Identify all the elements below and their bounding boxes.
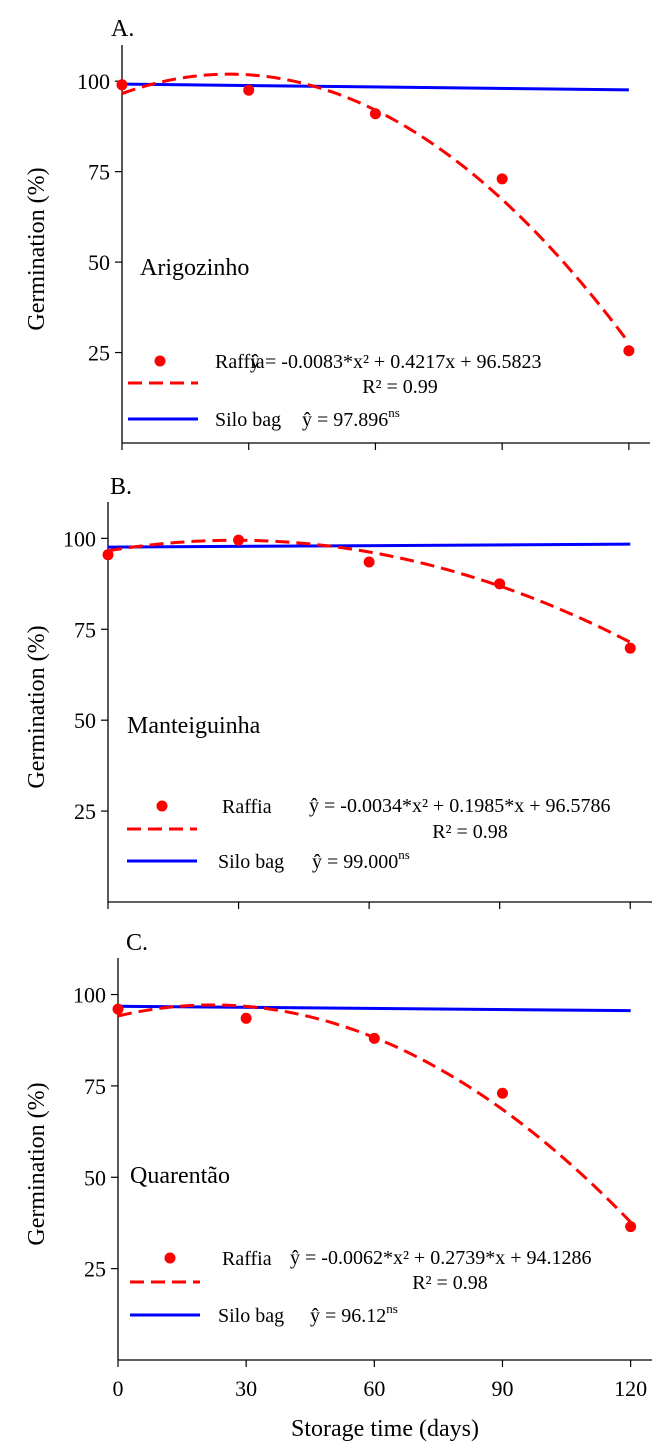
legend-raffia-equation: ŷ = -0.0083*x² + 0.4217x + 96.5823: [250, 351, 542, 373]
legend-raffia-label: Raffia: [215, 351, 265, 373]
panel-label: B.: [110, 474, 132, 500]
legend-silo-equation: ŷ = 96.12ns: [310, 1301, 398, 1327]
panel-label: C.: [126, 930, 148, 956]
raffia-point: [116, 79, 128, 91]
cultivar-label: Quarentão: [130, 1163, 230, 1189]
y-tick-label: 100: [73, 983, 106, 1008]
x-tick-label: 0: [113, 1376, 124, 1401]
y-tick-label: 75: [84, 1074, 106, 1099]
legend-silo-label: Silo bag: [218, 851, 284, 873]
legend-raffia-equation: ŷ = -0.0062*x² + 0.2739*x + 94.1286: [290, 1247, 592, 1269]
legend-silo-equation-sup: ns: [386, 1301, 398, 1316]
y-tick-label: 100: [63, 526, 96, 551]
legend-raffia-marker: [164, 1252, 176, 1264]
legend-silo-equation-value: ŷ = 96.12: [310, 1305, 386, 1327]
y-tick-label: 50: [88, 250, 110, 275]
legend-raffia-r2: R² = 0.98: [432, 821, 508, 843]
silo-bag-line: [121, 82, 629, 92]
y-axis-title: Germination (%): [24, 167, 50, 330]
y-tick-label: 75: [74, 617, 96, 642]
raffia-point: [112, 1003, 124, 1015]
legend-raffia-label: Raffia: [222, 1248, 272, 1270]
raffia-point: [368, 1032, 380, 1044]
x-tick-label: 30: [235, 1376, 257, 1401]
raffia-point: [233, 534, 245, 546]
y-tick-label: 50: [74, 708, 96, 733]
legend-silo-equation-value: ŷ = 97.896: [302, 409, 388, 431]
chart-panel-c: 25 50 75 100 0 30 60 90 120 Germination (%) Storag…: [24, 930, 652, 1442]
legend-raffia-equation: ŷ = -0.0034*x² + 0.1985*x + 96.5786: [309, 795, 611, 817]
legend-silo-label: Silo bag: [218, 1305, 284, 1327]
y-tick-label: 50: [84, 1165, 106, 1190]
chart-panel-a: 25 50 75 100 Germination (%) A. Arigozinho Raff…: [24, 16, 650, 450]
y-axis-title: Germination (%): [24, 625, 50, 788]
raffia-point: [102, 549, 114, 561]
legend-silo-equation-value: ŷ = 99.000: [312, 851, 398, 873]
x-axis-title: Storage time (days): [291, 1416, 479, 1442]
legend-silo-equation-sup: ns: [388, 405, 400, 420]
y-tick-label: 25: [74, 799, 96, 824]
x-tick-label: 120: [614, 1376, 647, 1401]
legend-silo-equation: ŷ = 97.896ns: [302, 405, 400, 431]
chart-panel-b: 25 50 75 100 Germination (%) B. Manteiguinha Ra…: [24, 474, 652, 909]
y-tick-label: 25: [84, 1257, 106, 1282]
silo-bag-line: [117, 1004, 631, 1013]
raffia-point: [496, 173, 508, 185]
raffia-point: [240, 1012, 252, 1024]
y-tick-label: 100: [77, 69, 110, 94]
y-tick-label: 75: [88, 160, 110, 185]
raffia-point: [363, 556, 375, 568]
legend-raffia-marker: [154, 355, 166, 367]
cultivar-label: Arigozinho: [140, 255, 249, 281]
raffia-point: [369, 108, 381, 120]
x-tick-label: 90: [491, 1376, 513, 1401]
panel-label: A.: [111, 16, 134, 42]
legend-silo-label: Silo bag: [215, 409, 281, 431]
raffia-fit-curve: [107, 538, 631, 644]
y-tick-label: 25: [88, 341, 110, 366]
legend-raffia-r2: R² = 0.99: [362, 376, 438, 398]
legend-silo-equation-sup: ns: [398, 847, 410, 862]
legend-raffia-label: Raffia: [222, 796, 272, 818]
raffia-point: [243, 84, 255, 96]
legend-raffia-marker: [156, 800, 168, 812]
raffia-point: [496, 1087, 508, 1099]
cultivar-label: Manteiguinha: [127, 713, 261, 739]
raffia-point: [625, 1221, 637, 1233]
raffia-point: [623, 345, 635, 357]
legend-silo-equation: ŷ = 99.000ns: [312, 847, 410, 873]
silo-bag-line: [107, 542, 631, 549]
x-tick-label: 60: [363, 1376, 385, 1401]
raffia-point: [494, 578, 506, 590]
raffia-point: [624, 642, 636, 654]
legend-raffia-r2: R² = 0.98: [412, 1272, 488, 1294]
y-axis-title: Germination (%): [24, 1082, 50, 1245]
